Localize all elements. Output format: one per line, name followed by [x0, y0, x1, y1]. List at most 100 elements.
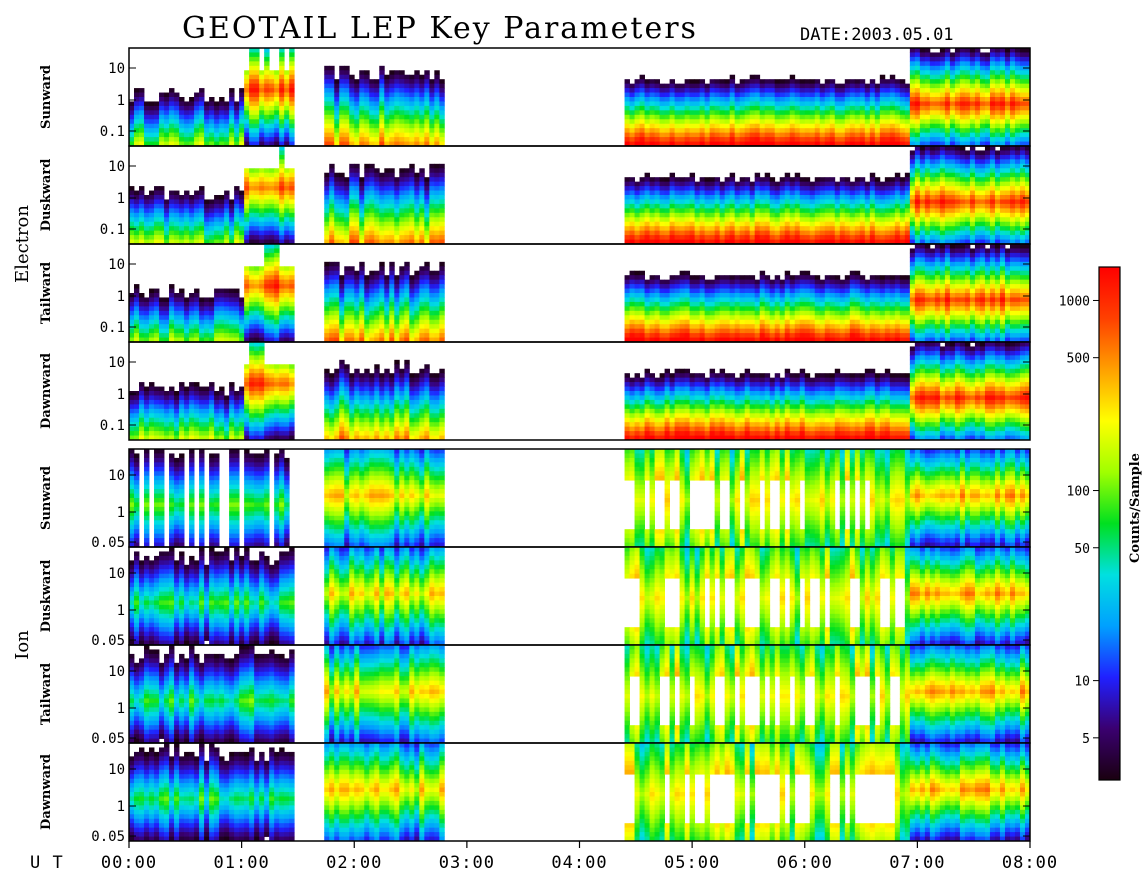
spectrogram-cell [379, 172, 385, 178]
spectrogram-cell [924, 79, 931, 85]
spectrogram-cell [259, 293, 265, 298]
spectrogram-cell [629, 186, 635, 191]
spectrogram-cell [789, 235, 796, 240]
spectrogram-cell [189, 337, 195, 343]
spectrogram-cell [764, 226, 771, 232]
spectrogram-cell [649, 141, 655, 147]
spectrogram-cell [229, 297, 235, 303]
spectrogram-cell [684, 212, 691, 218]
spectrogram-cell [274, 315, 280, 321]
spectrogram-cell [909, 150, 916, 156]
spectrogram-cell [924, 61, 931, 67]
spectrogram-cell [339, 65, 345, 71]
spectrogram-cell [1014, 177, 1021, 183]
spectrogram-cell [754, 74, 761, 80]
spectrogram-cell [414, 230, 420, 236]
spectrogram-cell [179, 297, 185, 303]
spectrogram-cell [684, 128, 691, 134]
spectrogram-cell [804, 132, 811, 138]
spectrogram-cell [779, 132, 786, 138]
spectrogram-cell [424, 88, 430, 93]
spectrogram-cell [949, 226, 956, 232]
spectrogram-cell [199, 221, 205, 227]
spectrogram-cell [719, 230, 726, 236]
spectrogram-cell [339, 288, 345, 294]
spectrogram-cell [664, 199, 670, 205]
spectrogram-cell [179, 208, 185, 214]
spectrogram-cell [834, 239, 841, 245]
spectrogram-cell [969, 195, 976, 200]
spectrogram-cell [334, 137, 340, 142]
spectrogram-cell [264, 128, 270, 134]
spectrogram-cell [824, 132, 831, 138]
spectrogram-cell [764, 181, 771, 187]
spectrogram-cell [989, 65, 996, 71]
spectrogram-cell [704, 212, 711, 218]
spectrogram-cell [134, 293, 140, 298]
spectrogram-cell [209, 239, 215, 245]
spectrogram-cell [639, 212, 645, 218]
spectrogram-cell [224, 333, 230, 338]
spectrogram-cell [289, 324, 295, 330]
spectrogram-cell [1014, 119, 1021, 125]
spectrogram-cell [934, 132, 941, 138]
spectrogram-cell [139, 190, 145, 196]
spectrogram-cell [334, 288, 340, 294]
spectrogram-cell [134, 319, 140, 325]
spectrogram-cell [854, 181, 861, 187]
spectrogram-cell [964, 177, 971, 183]
spectrogram-cell [914, 105, 921, 111]
spectrogram-cell [424, 132, 430, 138]
spectrogram-cell [709, 221, 716, 227]
spectrogram-cell [909, 137, 916, 142]
spectrogram-cell [979, 172, 986, 178]
spectrogram-cell [1014, 97, 1021, 102]
spectrogram-cell [354, 208, 360, 214]
spectrogram-cell [254, 310, 260, 316]
spectrogram-cell [384, 199, 390, 205]
spectrogram-cell [744, 83, 751, 89]
spectrogram-cell [994, 114, 1001, 120]
spectrogram-cell [134, 114, 140, 120]
spectrogram-cell [374, 172, 380, 178]
spectrogram-cell [344, 119, 350, 125]
spectrogram-cell [904, 235, 911, 240]
spectrogram-cell [759, 212, 766, 218]
spectrogram-cell [949, 97, 956, 102]
spectrogram-cell [704, 83, 711, 89]
spectrogram-cell [869, 235, 876, 240]
spectrogram-cell [139, 101, 145, 107]
spectrogram-cell [1004, 70, 1011, 76]
spectrogram-cell [259, 199, 265, 205]
spectrogram-cell [739, 101, 746, 107]
spectrogram-cell [194, 217, 200, 223]
spectrogram-cell [779, 195, 786, 200]
spectrogram-cell [894, 137, 901, 142]
spectrogram-cell [714, 235, 721, 240]
spectrogram-cell [424, 239, 430, 245]
spectrogram-cell [434, 123, 440, 129]
spectrogram-cell [804, 137, 811, 142]
spectrogram-cell [809, 217, 816, 223]
spectrogram-cell [279, 181, 285, 187]
spectrogram-cell [909, 92, 916, 98]
spectrogram-cell [134, 128, 140, 134]
spectrogram-cell [184, 319, 190, 325]
spectrogram-cell [374, 190, 380, 196]
spectrogram-cell [199, 333, 205, 338]
spectrogram-cell [784, 203, 791, 209]
spectrogram-cell [854, 177, 861, 183]
spectrogram-cell [194, 208, 200, 214]
spectrogram-cell [169, 128, 175, 134]
spectrogram-cell [719, 101, 726, 107]
spectrogram-cell [1004, 74, 1011, 80]
spectrogram-cell [854, 123, 861, 129]
spectrogram-cell [874, 199, 881, 205]
spectrogram-cell [329, 190, 335, 196]
spectrogram-cell [279, 101, 285, 107]
spectrogram-cell [429, 230, 435, 236]
spectrogram-cell [854, 88, 861, 93]
spectrogram-cell [859, 97, 866, 102]
spectrogram-cell [884, 221, 891, 227]
spectrogram-cell [879, 137, 886, 142]
